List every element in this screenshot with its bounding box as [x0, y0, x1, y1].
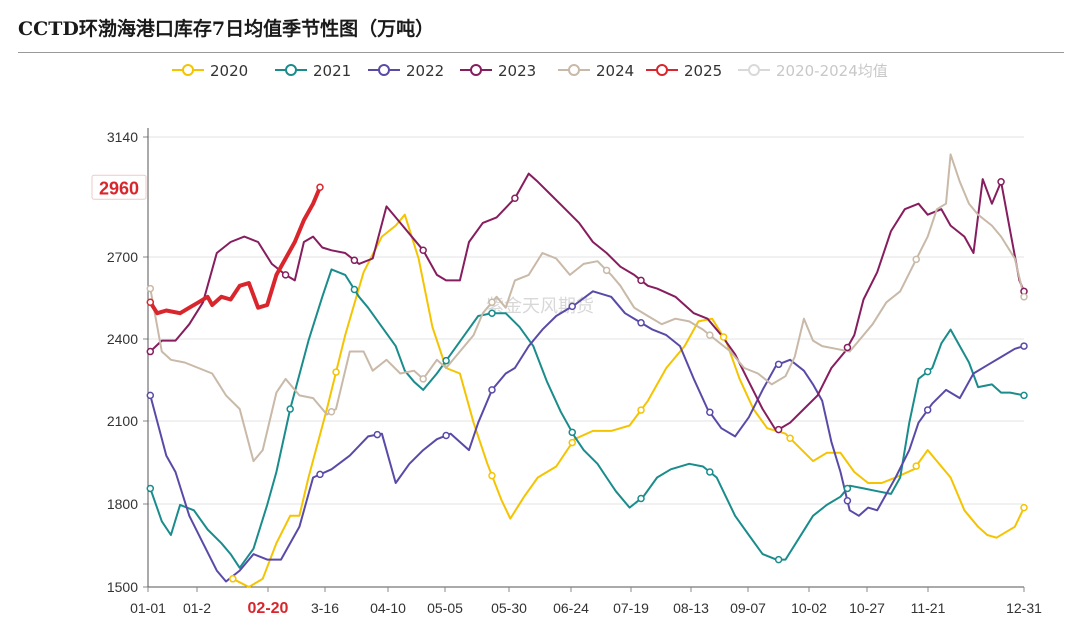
- legend-marker-2020: [182, 64, 194, 76]
- data-point-2021: [442, 356, 450, 365]
- data-point-2021: [637, 494, 645, 503]
- highlight-value-label: 2960: [99, 178, 139, 198]
- series-line-2022: [149, 290, 1025, 583]
- data-point-2020: [488, 471, 496, 480]
- y-tick-label: 3140: [107, 129, 138, 145]
- legend-label-2024: 2024: [596, 62, 634, 80]
- data-point-2025: [146, 298, 155, 307]
- data-point-2020: [332, 368, 340, 376]
- data-point-2022: [1020, 342, 1028, 350]
- data-point-2021: [488, 309, 496, 317]
- data-point-2023: [511, 194, 519, 202]
- data-point-2024: [706, 331, 714, 339]
- x-tick-label: 10-27: [849, 600, 885, 616]
- data-point-2022: [442, 431, 450, 440]
- data-point-2025: [316, 183, 324, 192]
- data-point-2020: [1020, 503, 1028, 512]
- legend-marker-2023: [470, 64, 482, 76]
- data-point-2023: [350, 256, 359, 265]
- data-point-2021: [146, 484, 155, 493]
- x-tick-label: 3-16: [311, 600, 339, 616]
- data-point-2022: [637, 319, 645, 327]
- data-point-2021: [923, 367, 932, 376]
- data-point-2020: [568, 438, 576, 447]
- x-tick-label: 07-19: [613, 600, 649, 616]
- data-point-2021: [843, 484, 852, 493]
- series-line-2025: [148, 185, 322, 316]
- data-point-2023: [997, 178, 1005, 186]
- data-point-2024: [419, 375, 427, 383]
- x-tick-label: 05-30: [491, 600, 527, 616]
- data-point-2020: [912, 462, 920, 470]
- legend-marker-2022: [378, 64, 390, 76]
- data-point-2021: [286, 405, 294, 413]
- x-tick-label: 11-21: [911, 600, 946, 616]
- highlight-value-box: [91, 174, 147, 200]
- x-tick-label: 05-05: [427, 600, 463, 616]
- x-tick-label: 10-02: [791, 600, 827, 616]
- data-point-2021: [350, 285, 359, 294]
- data-point-2022: [373, 430, 382, 439]
- series-line-2023: [149, 172, 1025, 432]
- legend-marker-2024: [568, 64, 580, 76]
- x-tick-label: 01-2: [183, 600, 211, 616]
- data-point-2023: [637, 276, 645, 285]
- data-point-2022: [316, 470, 324, 479]
- x-tick-label: 01-01: [130, 600, 166, 616]
- legend-label-2023: 2023: [498, 62, 536, 80]
- data-point-2024: [146, 284, 155, 293]
- legend-label-2020-2024均值: 2020-2024均值: [776, 62, 888, 80]
- data-point-2023: [146, 347, 155, 356]
- data-point-2021: [774, 555, 783, 564]
- data-point-2022: [923, 406, 932, 414]
- data-point-2024: [488, 298, 496, 307]
- data-point-2021: [1020, 391, 1028, 400]
- data-point-2022: [843, 497, 852, 505]
- data-point-2023: [419, 246, 427, 254]
- title-divider: [18, 52, 1064, 53]
- data-point-2020: [786, 434, 794, 442]
- x-tick-label: 08-13: [673, 600, 709, 616]
- chart-title: CCTD环渤海港口库存7日均值季节性图（万吨）: [18, 18, 435, 40]
- data-point-2023: [281, 271, 290, 279]
- data-point-2021: [568, 428, 576, 437]
- legend-marker-2021: [285, 64, 297, 76]
- data-point-2020: [229, 575, 237, 583]
- y-tick-label: 2400: [107, 331, 138, 347]
- legend-marker-2020-2024均值: [748, 64, 760, 76]
- data-point-2024: [327, 408, 336, 416]
- data-point-2024: [912, 255, 920, 264]
- x-tick-label: 06-24: [553, 600, 589, 616]
- data-point-2024: [602, 266, 611, 275]
- data-point-2022: [146, 391, 155, 400]
- data-point-2023: [843, 343, 852, 352]
- y-tick-label: 1800: [107, 496, 138, 512]
- y-tick-label: 1500: [107, 579, 138, 595]
- data-point-2020: [637, 406, 645, 414]
- data-point-2022: [488, 386, 496, 394]
- legend-label-2022: 2022: [406, 62, 444, 80]
- legend-label-2021: 2021: [313, 62, 351, 80]
- y-tick-label: 2100: [107, 413, 138, 429]
- y-tick-label: 2700: [107, 249, 138, 265]
- legend-label-2020: 2020: [210, 62, 248, 80]
- legend-label-2025: 2025: [684, 62, 722, 80]
- data-point-2021: [706, 468, 714, 476]
- data-point-2022: [568, 302, 576, 311]
- x-tick-label-highlight: 02-20: [248, 600, 289, 617]
- data-point-2020: [719, 333, 728, 341]
- data-point-2022: [706, 408, 714, 416]
- legend-marker-2025: [656, 64, 668, 76]
- x-tick-label: 12-31: [1006, 600, 1042, 616]
- x-tick-label: 04-10: [370, 600, 406, 616]
- series-line-2024: [149, 153, 1025, 463]
- watermark: 紫金天风期货: [486, 296, 594, 317]
- data-point-2022: [774, 360, 783, 369]
- data-point-2024: [1020, 293, 1028, 301]
- data-point-2023: [774, 425, 783, 434]
- x-tick-label: 09-07: [730, 600, 766, 616]
